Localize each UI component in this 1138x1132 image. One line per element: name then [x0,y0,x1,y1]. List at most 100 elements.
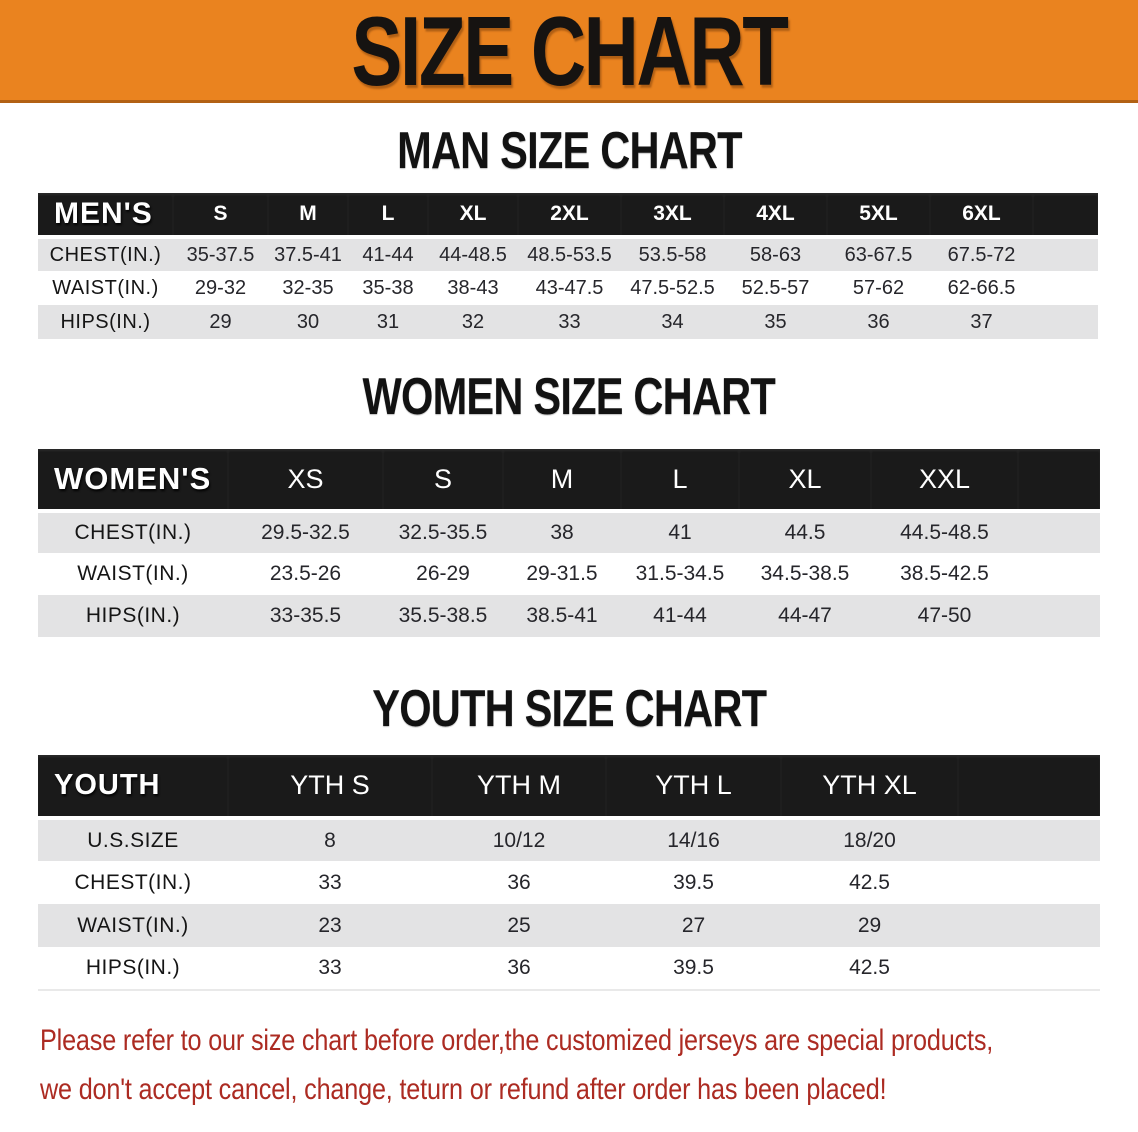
men-col-5xl: 5XL [827,193,930,237]
men-chest-5xl: 63-67.5 [827,235,930,271]
section-men: MAN SIZE CHART MEN'S S M L XL 2XL 3XL 4X… [0,125,1138,339]
women-section-heading-text: WOMEN SIZE CHART [362,368,776,426]
disclaimer-line-1: Please refer to our size chart before or… [40,1024,994,1057]
men-chest-l: 41-44 [348,235,428,271]
men-header-spacer [1033,193,1098,237]
men-hips-row: HIPS(IN.) 29 30 31 32 33 34 35 36 37 [38,305,1098,339]
banner: SIZE CHART [0,0,1138,103]
women-waist-xxl: 38.5-42.5 [900,562,989,585]
youth-chest-s: 33 [318,870,342,894]
youth-ussize-l: 14/16 [606,816,781,861]
women-chest-xs: 29.5-32.5 [228,509,383,553]
youth-col-xl: YTH XL [781,755,958,818]
youth-hips-spacer [958,947,1100,990]
youth-header-row: YOUTH YTH S YTH M YTH L YTH XL [38,755,1100,818]
men-hips-l: 31 [376,310,400,333]
youth-hips-xl: 42.5 [849,956,890,979]
disclaimer: Please refer to our size chart before or… [40,1016,1138,1114]
men-col-l: L [348,193,428,237]
men-hips-6xl: 37 [970,310,993,333]
youth-ussize-row: U.S.SIZE 8 10/12 14/16 18/20 [38,816,1100,861]
youth-waist-l: 27 [681,913,706,937]
men-chest-3xl: 53.5-58 [621,235,724,271]
women-hips-s: 35.5-38.5 [398,604,488,627]
women-col-m: M [503,449,621,511]
section-youth: YOUTH SIZE CHART YOUTH YTH S YTH M YTH L… [0,683,1138,991]
women-waist-s: 26-29 [416,562,470,585]
men-waist-m: 32-35 [282,276,334,299]
women-hips-l: 41-44 [653,604,707,627]
women-chest-row: CHEST(IN.) 29.5-32.5 32.5-35.5 38 41 44.… [38,509,1100,553]
youth-waist-xl: 29 [857,913,882,937]
men-size-table: MEN'S S M L XL 2XL 3XL 4XL 5XL 6XL CHEST… [38,193,1098,339]
section-women: WOMEN SIZE CHART WOMEN'S XS S M L XL XXL [0,371,1138,637]
women-waist-row: WAIST(IN.) 23.5-26 26-29 29-31.5 31.5-34… [38,553,1100,595]
men-hips-xl: 32 [461,310,485,333]
men-hips-3xl: 34 [661,310,684,333]
men-col-4xl: 4XL [724,193,827,237]
men-hips-4xl: 35 [764,310,787,333]
women-hips-xs: 33-35.5 [269,604,342,627]
women-chest-xxl: 44.5-48.5 [871,509,1018,553]
men-chest-4xl: 58-63 [724,235,827,271]
women-hips-row: HIPS(IN.) 33-35.5 35.5-38.5 38.5-41 41-4… [38,595,1100,637]
youth-col-s: YTH S [228,755,432,818]
youth-col-l: YTH L [606,755,781,818]
men-waist-3xl: 47.5-52.5 [630,276,715,299]
men-col-2xl: 2XL [518,193,621,237]
men-section-heading-text: MAN SIZE CHART [396,122,742,180]
youth-hips-m: 36 [507,956,531,979]
youth-hips-l: 39.5 [673,956,714,979]
women-col-xxl: XXL [871,449,1018,511]
men-waist-spacer [1033,271,1098,305]
men-chest-label: CHEST(IN.) [38,235,173,271]
youth-waist-spacer [958,904,1100,947]
women-section-heading: WOMEN SIZE CHART [0,371,1138,423]
women-chest-s: 32.5-35.5 [383,509,503,553]
men-chest-s: 35-37.5 [173,235,268,271]
youth-chest-label: CHEST(IN.) [74,870,192,894]
women-chest-l: 41 [621,509,739,553]
men-chest-2xl: 48.5-53.5 [518,235,621,271]
men-col-s: S [173,193,268,237]
women-hips-label: HIPS(IN.) [85,604,181,627]
youth-size-table: YOUTH YTH S YTH M YTH L YTH XL U.S.SIZE … [38,755,1100,991]
men-chest-xl: 44-48.5 [428,235,518,271]
youth-hips-label: HIPS(IN.) [85,956,181,979]
men-waist-2xl: 43-47.5 [535,276,604,299]
men-col-xl: XL [428,193,518,237]
women-chest-xl: 44.5 [739,509,871,553]
men-hips-5xl: 36 [867,310,890,333]
women-col-l: L [621,449,739,511]
youth-hips-s: 33 [318,956,342,979]
youth-chest-xl: 42.5 [849,870,890,894]
women-table-category: WOMEN'S [38,449,228,511]
women-hips-m: 38.5-41 [526,604,598,627]
youth-waist-s: 23 [318,913,342,937]
men-waist-5xl: 57-62 [852,276,905,299]
women-header-row: WOMEN'S XS S M L XL XXL [38,449,1100,511]
youth-ussize-xl: 18/20 [781,816,958,861]
men-waist-6xl: 62-66.5 [947,276,1016,299]
men-section-heading: MAN SIZE CHART [0,125,1138,177]
youth-ussize-m: 10/12 [432,816,606,861]
youth-hips-row: HIPS(IN.) 33 36 39.5 42.5 [38,947,1100,990]
women-hips-xl: 44-47 [778,604,832,627]
women-waist-m: 29-31.5 [526,562,598,585]
youth-header-spacer [958,755,1100,818]
men-table-category: MEN'S [38,193,173,237]
men-waist-xl: 38-43 [447,276,499,299]
women-chest-m: 38 [503,509,621,553]
men-hips-m: 30 [296,310,320,333]
women-waist-xl: 34.5-38.5 [760,562,850,585]
youth-ussize-label: U.S.SIZE [38,816,228,861]
men-chest-row: CHEST(IN.) 35-37.5 37.5-41 41-44 44-48.5… [38,235,1098,271]
youth-section-heading: YOUTH SIZE CHART [0,683,1138,735]
youth-chest-row: CHEST(IN.) 33 36 39.5 42.5 [38,861,1100,904]
men-chest-spacer [1033,235,1098,271]
men-chest-6xl: 67.5-72 [930,235,1033,271]
men-waist-4xl: 52.5-57 [741,276,810,299]
page-title: SIZE CHART [351,0,789,106]
disclaimer-line-2: we don't accept cancel, change, teturn o… [40,1073,887,1106]
